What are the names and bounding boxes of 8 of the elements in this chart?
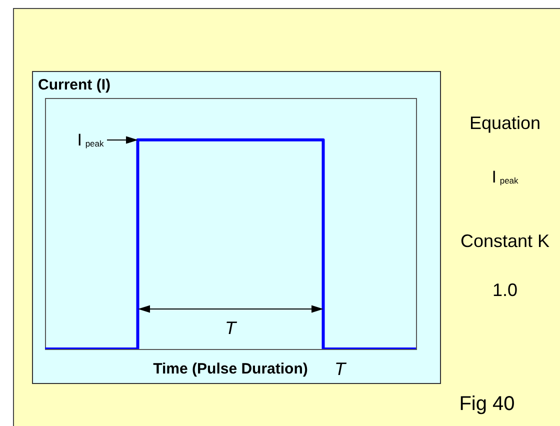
caption: Fig 40: [459, 393, 515, 415]
x-axis-title: Time (Pulse Duration): [153, 360, 308, 378]
text: Equation: [469, 113, 541, 133]
y-axis-title: Current (I): [38, 76, 110, 94]
text: Constant K: [460, 231, 550, 251]
text: T: [334, 359, 346, 379]
annotation: T: [225, 318, 236, 338]
text: 1.0: [492, 280, 518, 300]
